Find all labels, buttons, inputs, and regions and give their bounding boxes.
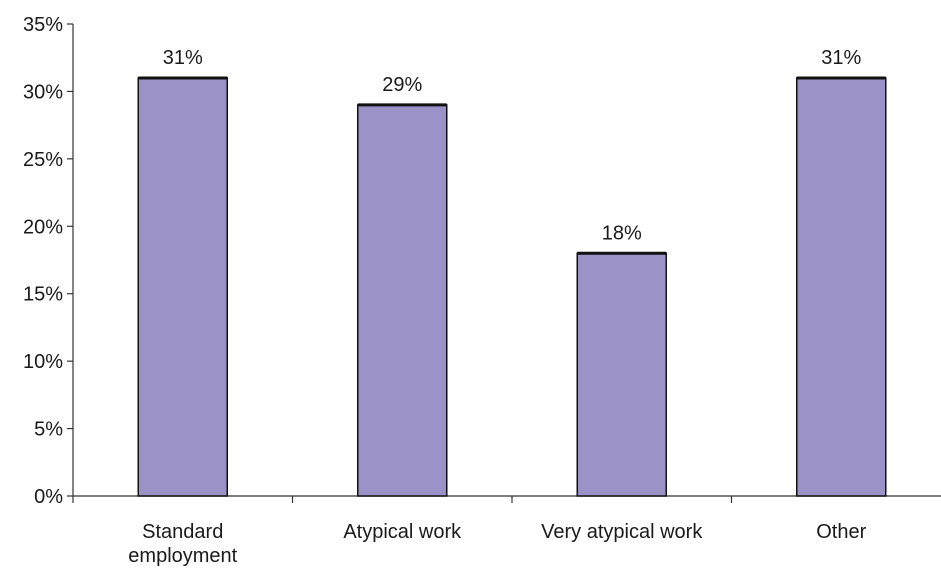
y-axis: 0% 5% 10% 15% 20% 25% 30% 35% [23,14,74,508]
x-tick-label: Standard employment [128,521,237,567]
data-label: 31% [163,47,203,69]
bar [137,77,228,497]
x-tick-label: Atypical work [343,521,462,543]
data-labels: 31% 29% 18% 31% [163,47,862,244]
y-tick-label: 5% [34,419,63,441]
y-tick-label: 25% [23,149,63,171]
bar [576,252,667,497]
data-label: 29% [382,74,422,96]
y-tick-label: 0% [34,486,63,508]
x-tick-label: Very atypical work [541,521,703,543]
data-label: 31% [821,47,861,69]
y-tick-label: 30% [23,81,63,103]
data-label: 18% [602,222,642,244]
y-tick-label: 15% [23,284,63,306]
x-tick-label: Other [816,521,866,543]
y-tick-label: 35% [23,14,63,36]
y-tick-label: 10% [23,351,63,373]
bars [137,76,887,497]
y-tick-label: 20% [23,216,63,238]
bar [796,77,887,497]
x-axis: Standard employment Atypical work Very atyp… [72,495,941,567]
bar [357,104,448,497]
